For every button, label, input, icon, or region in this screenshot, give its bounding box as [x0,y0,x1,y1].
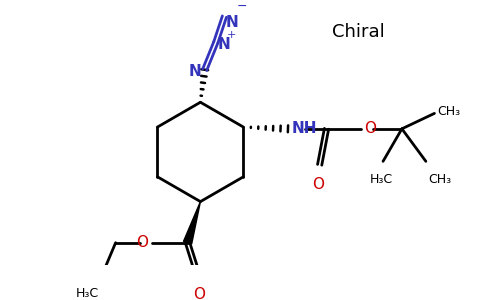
Text: O: O [364,121,376,136]
Text: O: O [312,177,324,192]
Text: N: N [226,15,239,30]
Text: N: N [217,37,230,52]
Text: H₃C: H₃C [76,287,99,300]
Text: NH: NH [291,121,317,136]
Text: H₃C: H₃C [370,173,393,186]
Text: N: N [189,64,201,79]
Text: O: O [194,287,206,300]
Text: O: O [136,235,148,250]
Text: CH₃: CH₃ [428,173,452,186]
Text: Chiral: Chiral [333,23,385,41]
Text: CH₃: CH₃ [437,105,460,118]
Polygon shape [183,202,200,244]
Text: +: + [227,30,236,40]
Text: −: − [236,0,247,13]
